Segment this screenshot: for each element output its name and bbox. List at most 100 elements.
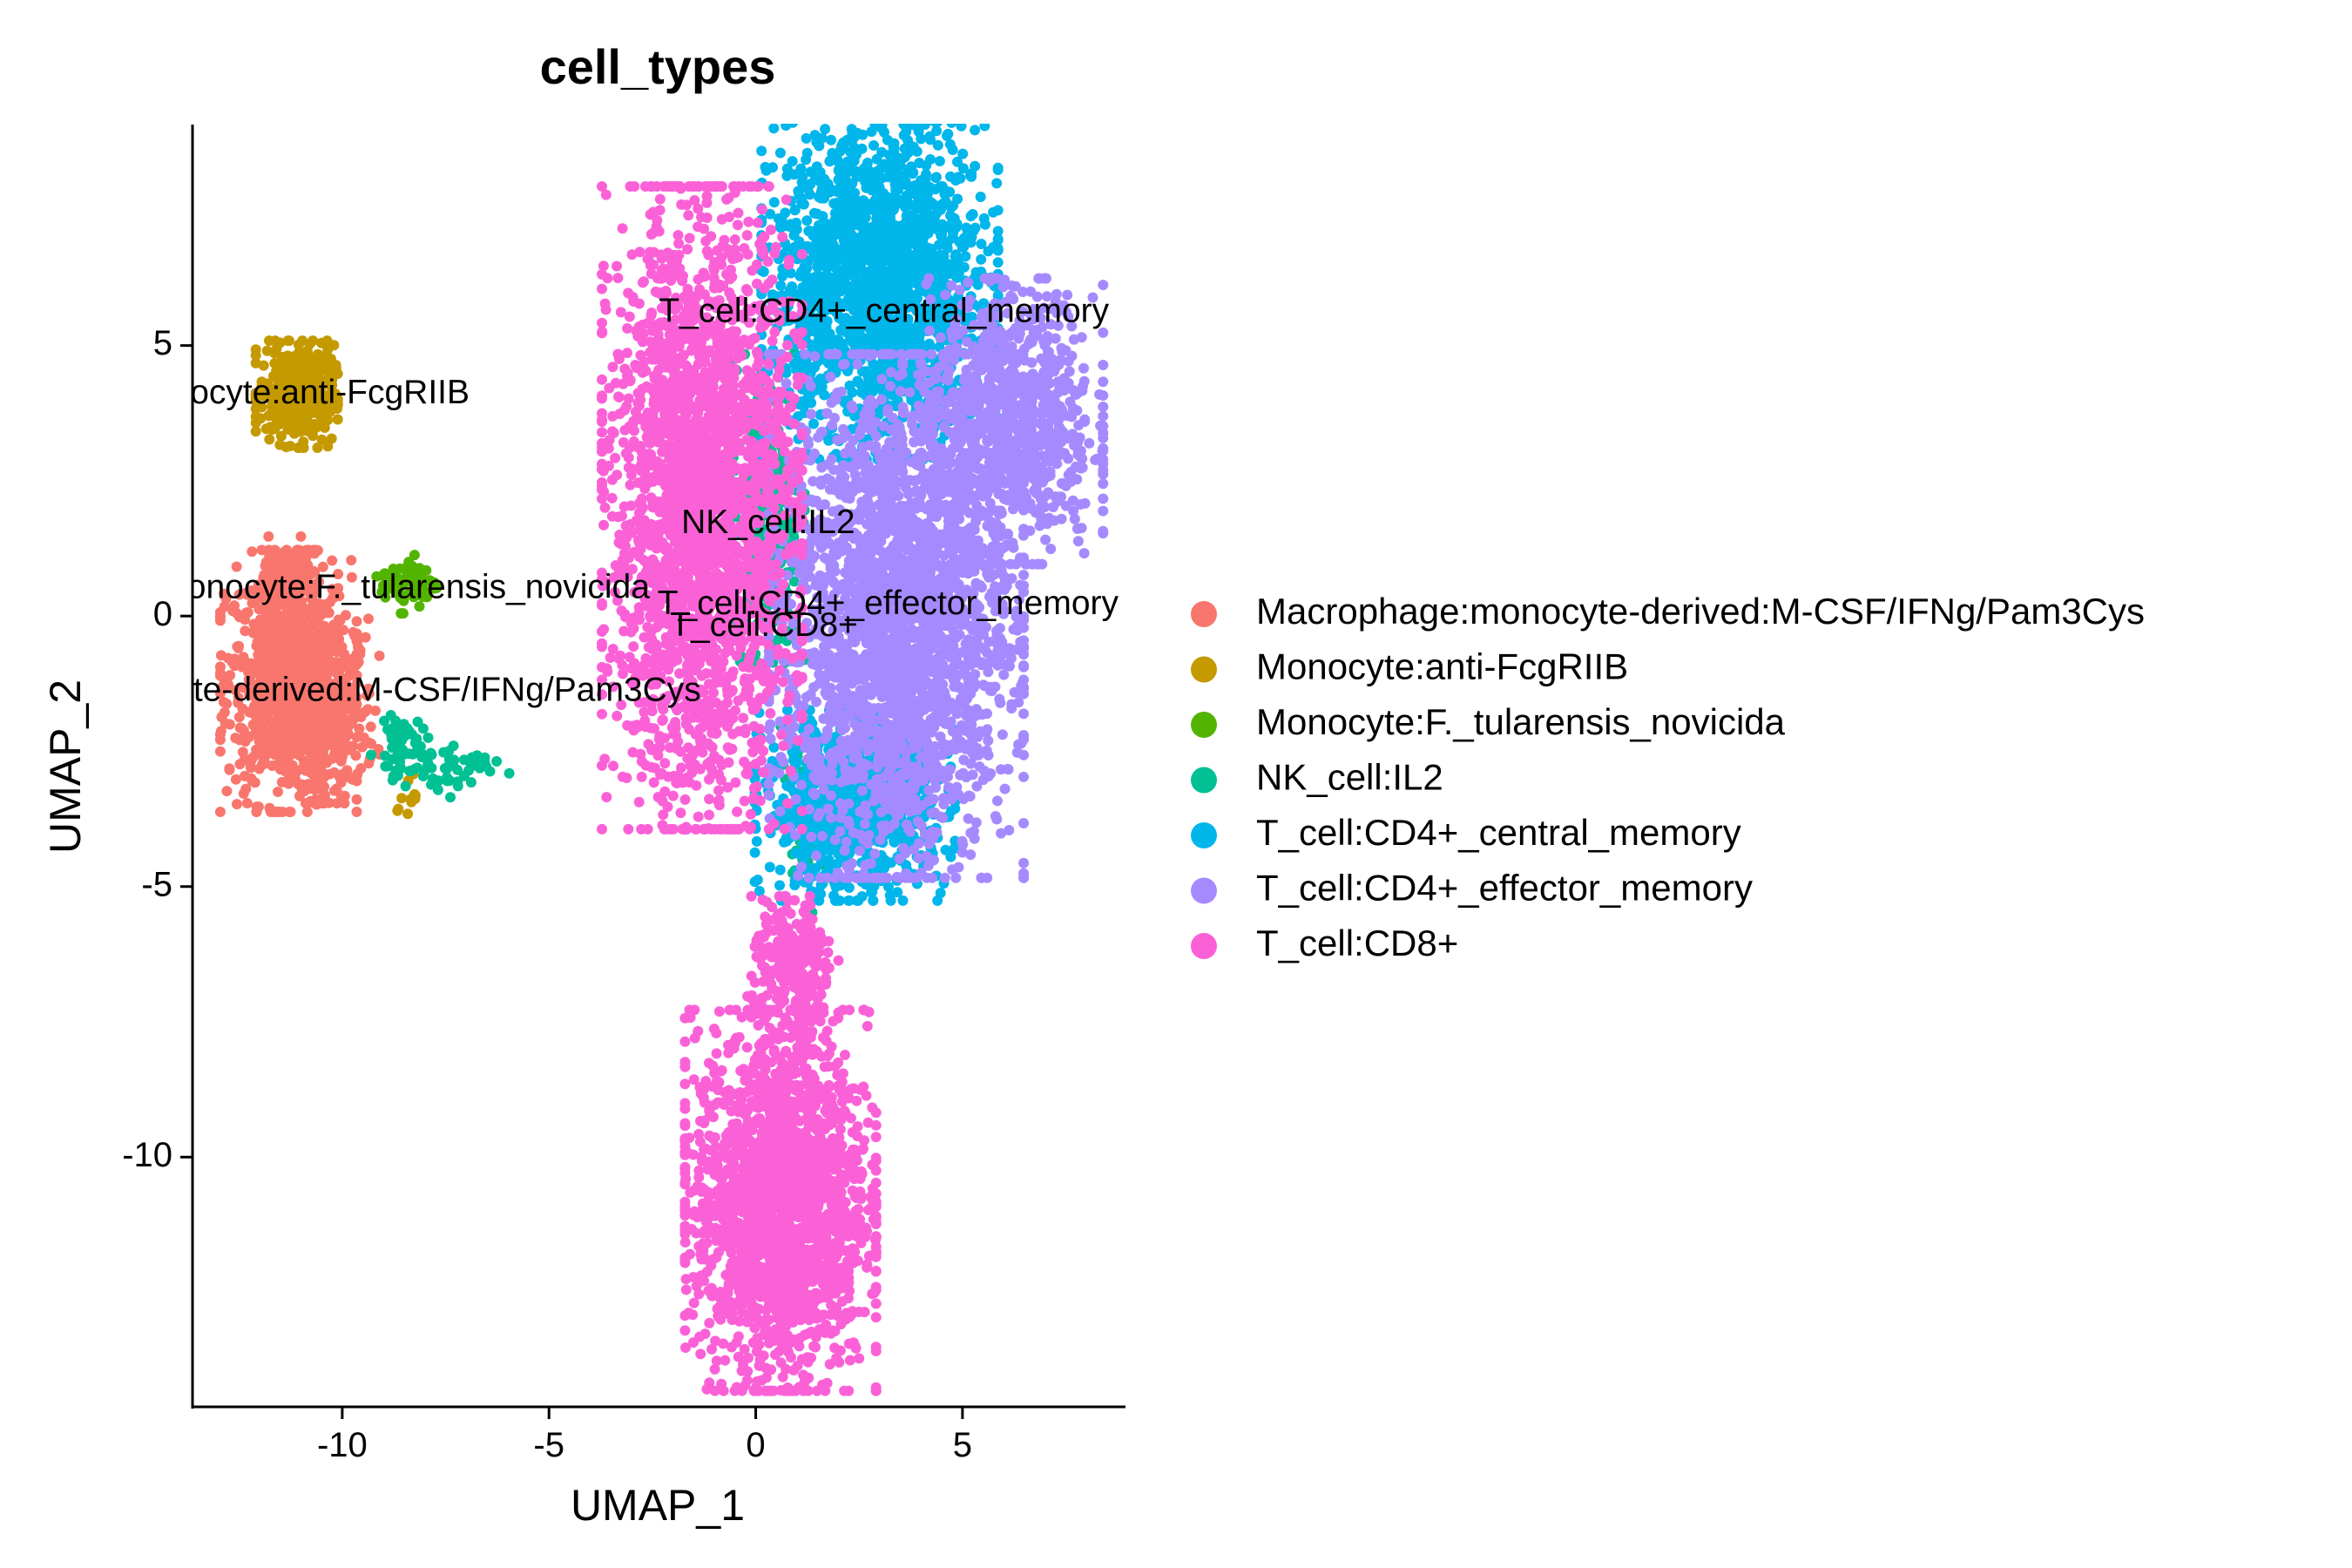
data-point [957, 163, 969, 174]
data-point [233, 589, 245, 600]
data-point [802, 272, 814, 282]
data-point [826, 134, 836, 145]
data-point [491, 756, 503, 767]
data-point [767, 97, 777, 107]
data-point [819, 193, 830, 204]
data-point [339, 790, 350, 801]
data-point [355, 712, 367, 723]
data-point [301, 625, 313, 636]
data-point [221, 786, 233, 797]
data-point [945, 210, 956, 221]
data-point [417, 771, 429, 781]
data-point [867, 887, 878, 897]
data-point [774, 880, 785, 891]
data-point [245, 762, 256, 774]
data-point [992, 257, 1004, 268]
data-point [240, 614, 251, 625]
data-point [814, 140, 825, 152]
data-point [237, 703, 248, 714]
data-point [323, 607, 335, 618]
data-point [233, 640, 245, 652]
data-point [815, 271, 827, 282]
data-point [876, 124, 888, 132]
data-point [277, 807, 288, 817]
data-point [273, 787, 283, 797]
data-point [993, 105, 1004, 116]
data-point [851, 149, 862, 160]
data-point [256, 657, 267, 668]
data-point [906, 104, 916, 114]
data-point [983, 246, 994, 257]
data-point [991, 178, 1003, 189]
data-point [253, 801, 264, 813]
data-point [909, 143, 920, 154]
data-point [924, 181, 936, 193]
data-point [902, 195, 913, 206]
data-point [366, 749, 376, 760]
data-point [810, 250, 821, 261]
data-point [256, 544, 267, 556]
data-point [466, 752, 477, 763]
data-point [299, 410, 310, 422]
data-point [764, 862, 775, 873]
data-point [833, 174, 844, 186]
data-point [255, 413, 267, 424]
data-point [400, 781, 411, 792]
data-point [230, 733, 241, 744]
data-point [804, 189, 815, 200]
data-point [267, 760, 278, 771]
data-point [895, 97, 905, 107]
data-point [862, 379, 873, 390]
data-point [862, 336, 873, 348]
data-point [232, 799, 242, 810]
data-point [306, 796, 316, 808]
data-point [354, 723, 365, 734]
data-point [253, 604, 265, 615]
series-0-points [214, 531, 385, 817]
data-point [801, 132, 812, 144]
data-point [237, 747, 248, 758]
data-point [848, 280, 860, 292]
data-point [889, 220, 900, 232]
data-point [264, 434, 275, 445]
data-point [817, 102, 828, 112]
data-point [396, 747, 408, 759]
data-point [255, 648, 267, 659]
data-point [289, 362, 301, 373]
data-point [763, 104, 774, 114]
data-point [214, 807, 226, 817]
data-point [878, 194, 889, 205]
data-point [394, 720, 405, 732]
data-point [812, 208, 822, 220]
data-point [910, 97, 921, 107]
chart-title: cell_types [540, 39, 776, 94]
data-point [768, 124, 780, 134]
data-point [283, 724, 294, 735]
data-point [910, 277, 922, 288]
data-point [294, 443, 305, 453]
data-point [250, 344, 261, 355]
data-point [224, 719, 235, 730]
data-point [374, 650, 385, 661]
data-point [268, 807, 280, 817]
data-point [351, 616, 362, 627]
data-point [316, 434, 328, 445]
data-point [916, 97, 927, 107]
data-point [843, 895, 855, 906]
data-point [921, 159, 932, 171]
data-point [951, 218, 963, 229]
data-point [251, 744, 261, 755]
data-point [830, 882, 841, 892]
data-point [218, 696, 229, 707]
data-point [788, 169, 800, 180]
data-point [345, 719, 355, 730]
data-point [261, 730, 273, 741]
scatter-points [214, 97, 1109, 1396]
data-point [317, 561, 328, 572]
data-point [775, 280, 787, 291]
data-point [970, 125, 981, 136]
data-point [869, 257, 881, 268]
data-point [905, 165, 916, 176]
data-point [788, 812, 800, 823]
data-point [879, 107, 889, 118]
